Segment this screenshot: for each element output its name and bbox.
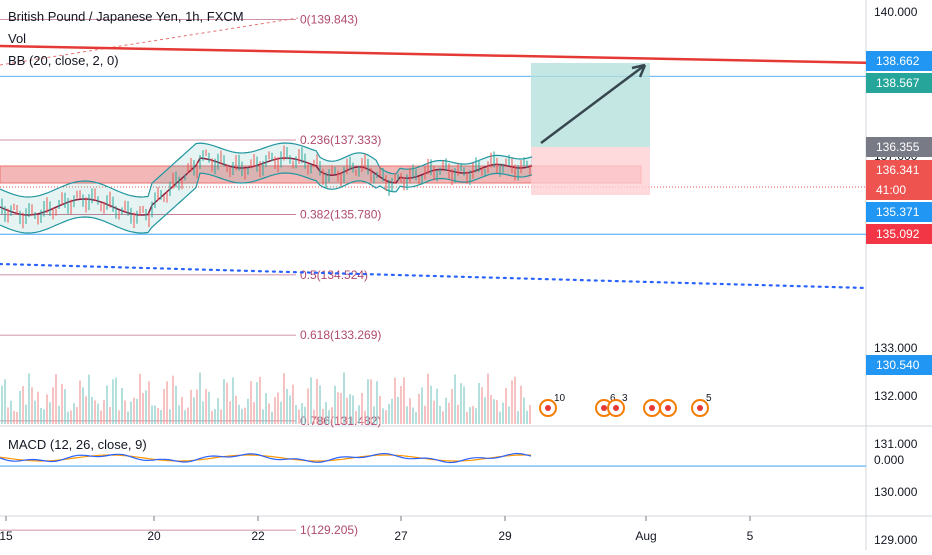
- price-tag-label: 138.662: [876, 54, 920, 68]
- resistance-trendline: [0, 44, 932, 66]
- fib-level-label: 0.236(137.333): [300, 133, 381, 147]
- x-tick-label: 27: [394, 529, 408, 543]
- price-tag: [866, 224, 932, 244]
- event-marker-dot: [545, 405, 551, 411]
- price-tag: [866, 180, 932, 200]
- bollinger-band-fill: [0, 143, 532, 233]
- price-tag-label: 138.567: [876, 76, 920, 90]
- x-tick-label: 29: [498, 529, 512, 543]
- bollinger-lower-band: [0, 172, 533, 234]
- y-tick-label: 130.000: [874, 485, 918, 499]
- price-tag-label: 136.341: [876, 163, 920, 177]
- macd-line: [0, 452, 532, 464]
- event-marker-count: 6: [610, 393, 616, 404]
- price-tag-label: 41:00: [876, 183, 906, 197]
- projection-arrow: [540, 64, 646, 144]
- price-tag-label: 135.092: [876, 227, 920, 241]
- price-tag: [866, 73, 932, 93]
- event-marker-dot: [601, 405, 607, 411]
- price-tag: [866, 202, 932, 222]
- y-tick-label: 132.000: [874, 389, 918, 403]
- price-tag: [866, 137, 932, 157]
- dotted-trendline: [0, 262, 868, 290]
- x-tick-label: 22: [251, 529, 265, 543]
- x-tick-label: 5: [747, 529, 754, 543]
- price-tag-label: 136.355: [876, 140, 920, 154]
- y-tick-label: 129.000: [874, 533, 918, 547]
- y-tick-label: 140.000: [874, 5, 918, 19]
- fib-level-label: 0.618(133.269): [300, 328, 381, 342]
- symbol-title[interactable]: British Pound / Japanese Yen, 1h, FXCM: [8, 9, 244, 24]
- event-marker-count: 10: [554, 393, 566, 404]
- y-tick-label: 131.000: [874, 437, 918, 451]
- fib-level-label: 0.5(134.524): [300, 268, 368, 282]
- macd-label[interactable]: MACD (12, 26, close, 9): [8, 437, 147, 452]
- event-marker-dot: [697, 405, 703, 411]
- price-tag: [866, 51, 932, 71]
- projection-arrow-head: [631, 63, 647, 78]
- macd-signal-line: [0, 454, 532, 462]
- fib-level-label: 0(139.843): [300, 13, 358, 27]
- upper-dashed-trendline: [0, 17, 299, 66]
- event-marker-count: 5: [706, 393, 712, 404]
- event-marker-dot: [613, 405, 619, 411]
- price-tag-label: 135.371: [876, 205, 920, 219]
- x-tick-label: 15: [0, 529, 13, 543]
- price-tag-label: 130.540: [876, 358, 920, 372]
- x-tick-label: 20: [147, 529, 161, 543]
- y-tick-label: 133.000: [874, 341, 918, 355]
- event-marker-count: 3: [622, 393, 628, 404]
- price-tag: [866, 160, 932, 180]
- event-marker-dot: [665, 405, 671, 411]
- macd-y-tick-label: 0.000: [874, 453, 904, 467]
- volume-label[interactable]: Vol: [8, 31, 27, 46]
- event-marker-dot: [649, 405, 655, 411]
- stop-zone: [531, 147, 650, 195]
- fib-level-label: 0.382(135.780): [300, 208, 381, 222]
- x-tick-label: Aug: [635, 529, 656, 543]
- price-tag: [866, 355, 932, 375]
- fib-level-label: 1(129.205): [300, 523, 358, 537]
- bollinger-bands-label[interactable]: BB (20, close, 2, 0): [8, 53, 119, 68]
